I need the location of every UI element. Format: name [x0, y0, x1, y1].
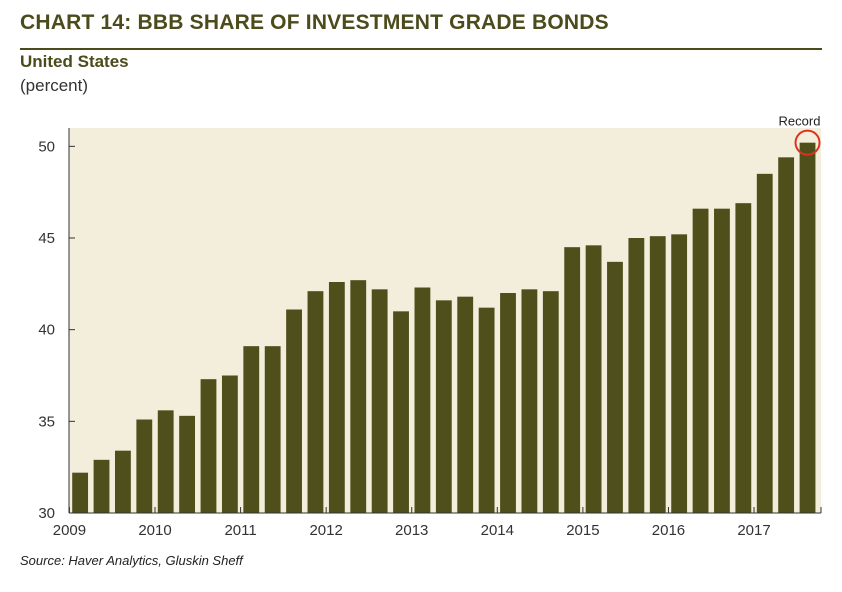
x-tick-label: 2009 — [53, 522, 86, 539]
y-tick-label: 45 — [38, 230, 55, 247]
unit-label: (percent) — [20, 76, 89, 95]
bar — [478, 307, 495, 513]
bar — [521, 289, 538, 513]
record-annotation-label: Record — [779, 114, 821, 129]
x-tick-label: 2012 — [309, 522, 342, 539]
bar — [799, 142, 816, 514]
bar — [286, 309, 302, 513]
y-tick-label: 35 — [38, 413, 55, 430]
bar — [371, 289, 388, 513]
bar — [328, 282, 345, 513]
bar — [585, 245, 602, 513]
bar — [157, 410, 174, 513]
bar — [307, 291, 324, 513]
bar — [457, 296, 474, 513]
bar — [649, 236, 666, 514]
x-tick-label: 2013 — [395, 522, 428, 539]
record-highlight-circle — [794, 129, 821, 156]
bar — [756, 173, 773, 513]
bar — [393, 311, 409, 513]
x-tick-label: 2014 — [481, 522, 514, 539]
bar — [692, 208, 709, 514]
x-tick-label: 2016 — [652, 522, 685, 539]
chart-subtitle: United States — [20, 52, 129, 71]
bar — [264, 346, 281, 513]
title-divider — [20, 48, 822, 50]
bar — [671, 234, 688, 513]
bar — [628, 238, 645, 513]
y-tick-label: 40 — [38, 322, 55, 339]
bar — [607, 261, 623, 513]
bar — [243, 346, 260, 513]
bar — [500, 293, 516, 513]
bar — [72, 472, 89, 513]
bar — [778, 157, 795, 513]
bar — [435, 300, 452, 513]
bar — [136, 419, 153, 513]
chart-title: CHART 14: BBB SHARE OF INVESTMENT GRADE … — [20, 11, 609, 34]
x-tick-label: 2017 — [737, 522, 770, 539]
bar — [542, 291, 559, 513]
bar — [221, 375, 238, 513]
x-tick-label: 2010 — [138, 522, 171, 539]
bar — [93, 459, 110, 513]
bar — [115, 450, 131, 513]
x-tick-label: 2011 — [224, 522, 256, 539]
bar — [200, 379, 217, 513]
source-note: Source: Haver Analytics, Gluskin Sheff — [20, 553, 243, 568]
x-tick-label: 2015 — [566, 522, 599, 539]
bar — [714, 208, 730, 514]
y-tick-label: 30 — [38, 505, 55, 522]
bar — [414, 287, 431, 513]
y-tick-label: 50 — [38, 138, 55, 155]
bar — [735, 203, 752, 514]
bar — [179, 415, 196, 513]
bar — [350, 280, 367, 513]
bar — [564, 247, 581, 514]
